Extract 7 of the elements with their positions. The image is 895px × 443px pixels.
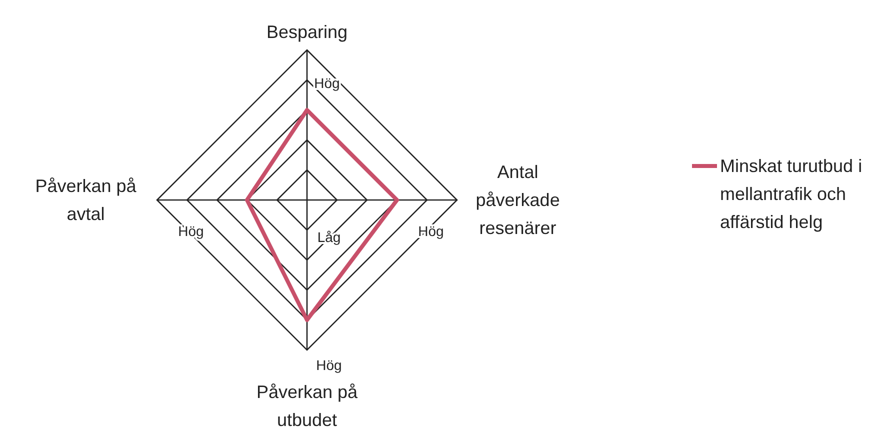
spoke-label: Påverkan på utbudet xyxy=(256,382,359,430)
spoke-label: Påverkan på avtal xyxy=(35,176,138,224)
text: Hög xyxy=(316,357,342,373)
text: Hög xyxy=(314,75,340,91)
legend-label: Minskat turutbud i mellantrafik och affärstid helg xyxy=(720,156,862,232)
spoke-label: Antal påverkade resenärer xyxy=(476,162,560,238)
spoke-label: Besparing xyxy=(266,22,348,42)
